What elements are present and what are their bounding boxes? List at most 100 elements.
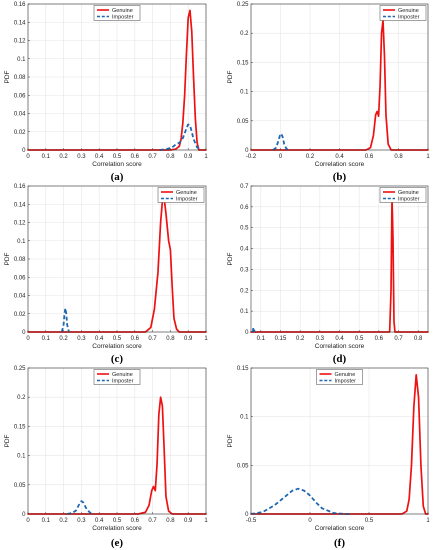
x-axis-label: Correlation score — [92, 525, 142, 532]
legend-entry-imposter: Imposter — [335, 379, 357, 385]
x-tick-label: 0.2 — [59, 518, 68, 524]
chart-caption: (e) — [111, 537, 124, 549]
x-tick-label: 0.1 — [42, 154, 51, 160]
x-tick-label: 0.5 — [113, 154, 122, 160]
x-tick-label: 0.4 — [95, 154, 104, 160]
x-tick-label: 0.3 — [316, 336, 325, 342]
y-tick-label: 0.7 — [240, 184, 249, 190]
series-imposter-line — [66, 500, 95, 515]
x-tick-label: 1 — [204, 336, 208, 342]
legend-entry-genuine: Genuine — [398, 8, 419, 14]
x-tick-label: 0.5 — [365, 518, 374, 524]
x-tick-label: 0.4 — [335, 154, 344, 160]
y-tick-label: 0.25 — [14, 366, 26, 372]
series-genuine-line — [27, 9, 207, 151]
x-tick-label: 0.9 — [184, 336, 193, 342]
y-tick-label: 0.02 — [14, 312, 26, 318]
y-tick-label: 0.02 — [14, 130, 26, 136]
x-tick-label: 1 — [426, 154, 430, 160]
y-tick-label: 0.1 — [17, 239, 26, 245]
y-tick-label: 0.6 — [240, 205, 249, 211]
x-tick-label: 0.6 — [365, 154, 374, 160]
x-tick-label: 0.7 — [148, 154, 157, 160]
x-tick-label: 0.1 — [42, 336, 51, 342]
x-tick-label: 0.8 — [166, 336, 175, 342]
x-tick-label: 0 — [279, 154, 283, 160]
y-tick-label: 0.15 — [14, 424, 26, 430]
legend-entry-genuine: Genuine — [112, 8, 133, 14]
x-tick-label: 0 — [26, 336, 30, 342]
x-tick-label: 0.7 — [394, 336, 403, 342]
x-tick-label: 0.7 — [148, 518, 157, 524]
y-tick-label: 0.1 — [17, 454, 26, 460]
y-tick-label: 0.05 — [237, 463, 249, 469]
y-tick-label: 0.04 — [14, 294, 26, 300]
x-tick-label: 1 — [204, 154, 208, 160]
y-tick-label: 0 — [22, 330, 26, 336]
x-tick-label: 0.2 — [296, 336, 305, 342]
y-tick-label: 0.2 — [17, 395, 26, 401]
chart-caption: (d) — [333, 353, 347, 365]
y-tick-label: 0.3 — [240, 267, 249, 273]
series-genuine-line — [250, 19, 429, 151]
chart-caption: (b) — [333, 171, 347, 183]
y-tick-label: 0.1 — [240, 415, 249, 421]
x-tick-label: 0.5 — [113, 336, 122, 342]
y-axis-label: PDF — [4, 252, 11, 265]
x-tick-label: 0.2 — [59, 154, 68, 160]
y-tick-label: 0.2 — [240, 31, 249, 37]
x-tick-label: 0.8 — [414, 336, 423, 342]
axes-frame — [250, 367, 429, 515]
y-axis-label: PDF — [4, 70, 11, 83]
series-imposter-line — [272, 132, 290, 151]
axes-frame — [27, 3, 207, 151]
x-tick-label: 0.6 — [131, 154, 140, 160]
x-tick-label: 0.1 — [42, 518, 51, 524]
x-tick-label: 0.7 — [148, 336, 157, 342]
y-tick-label: 0.25 — [237, 2, 249, 8]
y-tick-label: 0.1 — [240, 309, 249, 315]
x-axis-label: Correlation score — [315, 343, 365, 350]
x-tick-label: 0.1 — [257, 336, 266, 342]
y-tick-label: 0.08 — [14, 257, 26, 263]
x-tick-label: 1 — [426, 518, 430, 524]
x-tick-label: 0.8 — [166, 518, 175, 524]
y-tick-label: 0.1 — [17, 57, 26, 63]
y-tick-label: 0.5 — [240, 226, 249, 232]
x-tick-label: 0.4 — [95, 518, 104, 524]
series-genuine-line — [250, 373, 429, 515]
y-axis-label: PDF — [227, 434, 234, 447]
series-imposter-line — [250, 487, 352, 515]
x-tick-label: 0.5 — [113, 518, 122, 524]
chart-caption: (f) — [334, 537, 345, 549]
y-axis-label: PDF — [227, 252, 234, 265]
y-tick-label: 0.16 — [14, 2, 26, 8]
y-axis-label: PDF — [4, 434, 11, 447]
x-tick-label: 0.5 — [355, 336, 364, 342]
chart-5: 0 0.1 0.2 0.3 0.4 0.5 0.6 0.7 0.8 0.9 1 0 0.05 0.1 0.1… — [4, 366, 208, 549]
legend-entry-genuine: Genuine — [112, 372, 133, 378]
y-tick-label: 0.05 — [14, 483, 26, 489]
x-tick-label: 0.2 — [306, 154, 315, 160]
legend-entry-genuine: Genuine — [335, 372, 356, 378]
y-tick-label: 0 — [245, 330, 249, 336]
y-tick-label: 0.12 — [14, 221, 26, 227]
x-tick-label: 0.3 — [77, 518, 86, 524]
x-tick-label: 0.6 — [131, 336, 140, 342]
x-tick-label: 0.4 — [95, 336, 104, 342]
legend-entry-imposter: Imposter — [112, 15, 134, 21]
y-tick-label: 0.12 — [14, 39, 26, 45]
chart-3: 0 0.1 0.2 0.3 0.4 0.5 0.6 0.7 0.8 0.9 1 0 0.02 0.04 0.… — [4, 184, 208, 365]
x-tick-label: 0.8 — [394, 154, 403, 160]
y-tick-label: 0.15 — [237, 366, 249, 372]
chart-1: 0 0.1 0.2 0.3 0.4 0.5 0.6 0.7 0.8 0.9 1 0 0.02 0.04 0.… — [4, 2, 208, 183]
x-tick-label: 0.3 — [77, 336, 86, 342]
y-tick-label: 0.04 — [14, 112, 26, 118]
plot-area — [251, 368, 428, 514]
y-tick-label: 0 — [245, 148, 249, 154]
legend-entry-imposter: Imposter — [112, 379, 134, 385]
